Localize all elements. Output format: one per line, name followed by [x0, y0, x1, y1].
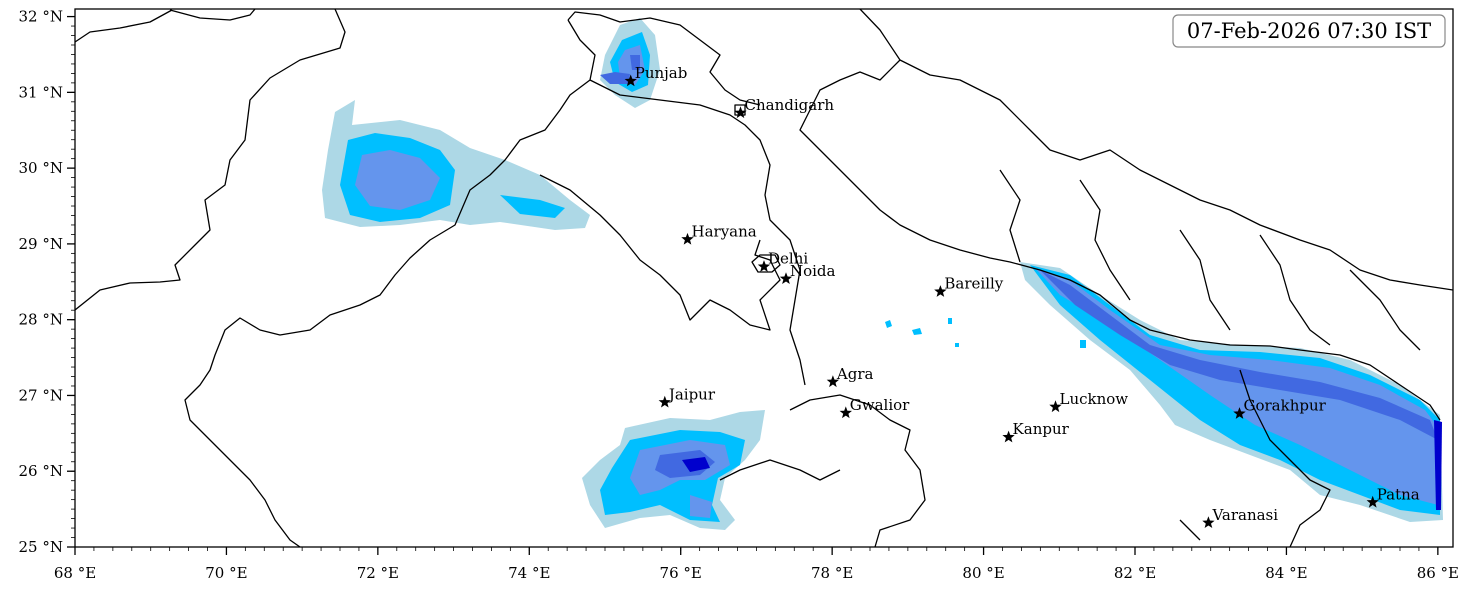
y-tick-label: 25 °N: [19, 538, 63, 556]
rain-contour-level-4: [1040, 270, 1438, 440]
border-rajasthan-up: [539, 174, 781, 331]
political-borders: [75, 9, 1453, 547]
rain-contour-level-3: [355, 150, 440, 210]
rain-field-gangetic-plain: [1020, 262, 1443, 522]
city-label: Gwalior: [850, 396, 910, 414]
city-star-icon: [1233, 407, 1246, 419]
y-tick-label: 27 °N: [19, 386, 63, 404]
y-tick-label: 29 °N: [19, 235, 63, 253]
city-label: Patna: [1377, 485, 1420, 503]
border-haryana-rajasthan: [589, 79, 806, 386]
rain-contour-level-3: [1035, 268, 1440, 505]
city-label: Bareilly: [944, 275, 1003, 293]
city-star-icon: [681, 232, 694, 245]
rain-field-pakistan: [322, 100, 590, 230]
x-tick-label: 72 °E: [357, 564, 399, 582]
rain-cell: [948, 318, 952, 324]
city-star-icon: [1002, 430, 1015, 443]
city-star-icon: [839, 406, 852, 419]
city-star-icon: [826, 375, 840, 388]
y-tick-label: 32 °N: [19, 8, 63, 26]
border-delhi: [751, 254, 781, 273]
city-star-icon: [757, 260, 771, 272]
city-label: Lucknow: [1060, 390, 1129, 408]
city-star-icon: [779, 272, 793, 284]
rain-contour-level-5: [1434, 420, 1442, 510]
city-star-icon: [934, 285, 947, 297]
x-tick-label: 80 °E: [962, 564, 1004, 582]
border-nepal-provinces: [999, 169, 1421, 351]
x-tick-label: 74 °E: [508, 564, 550, 582]
border-india-pakistan: [184, 19, 596, 547]
timestamp-frame: [1172, 14, 1446, 48]
x-tick-label: 78 °E: [811, 564, 853, 582]
city-label: Haryana: [692, 222, 757, 240]
x-tick-label: 68 °E: [54, 564, 96, 582]
city-star-icon: [734, 106, 747, 119]
timestamp-box: 07-Feb-2026 07:30 IST: [1172, 14, 1446, 48]
city-label: Jaipur: [667, 385, 716, 403]
y-tick-label: 26 °N: [19, 462, 63, 480]
map-frame: [74, 8, 1454, 548]
y-tick-label: 31 °N: [19, 83, 63, 101]
latitude-axis: 32 °N 31 °N 30 °N 29 °N 28 °N 27 °N 26 °N 25 °N: [19, 8, 75, 556]
city-label: Chandigarh: [745, 96, 835, 114]
longitude-axis: 68 °E 70 °E 72 °E 74 °E 76 °E 78 °E 80 °E 82 °E…: [54, 547, 1459, 582]
rain-contour-level-4: [600, 55, 640, 84]
city-star-icon: [1049, 400, 1062, 413]
border-punjab-kashmir: [567, 11, 761, 106]
city-star-icon: [658, 395, 671, 408]
city-label: Varanasi: [1211, 506, 1278, 524]
map-background: [75, 9, 1453, 547]
city-label: Noida: [790, 262, 836, 280]
rain-field-rajasthan: [582, 410, 765, 530]
x-tick-label: 86 °E: [1417, 564, 1459, 582]
timestamp-label: 07-Feb-2026 07:30 IST: [1187, 19, 1431, 43]
rain-cell: [1080, 340, 1086, 348]
rain-scattered-cells: [885, 318, 1086, 348]
border-bihar-up: [1179, 369, 1331, 547]
rain-contour-level-5: [682, 457, 710, 472]
map-plot-area: [75, 9, 1453, 547]
y-tick-label: 30 °N: [19, 159, 63, 177]
city-label: Delhi: [768, 250, 808, 268]
x-tick-label: 84 °E: [1265, 564, 1307, 582]
rain-cell: [955, 343, 959, 347]
rain-field-punjab: [600, 18, 660, 108]
rain-cell: [885, 320, 892, 328]
border-mp-up: [719, 394, 926, 547]
border-nepal-tibet: [899, 59, 1453, 291]
x-tick-label: 76 °E: [660, 564, 702, 582]
city-label: Kanpur: [1013, 420, 1070, 438]
city-star-icon: [1202, 516, 1215, 528]
rain-cell: [912, 328, 922, 335]
border-nepal: [799, 9, 1441, 421]
city-label: Agra: [836, 365, 874, 383]
x-tick-label: 70 °E: [205, 564, 247, 582]
city-star-icon: [624, 74, 637, 87]
city-label: Punjab: [635, 64, 688, 82]
x-tick-label: 82 °E: [1114, 564, 1156, 582]
border-afghan-pakistan: [75, 9, 346, 311]
y-tick-label: 28 °N: [19, 311, 63, 329]
city-star-icon: [1366, 495, 1379, 508]
border-chandigarh: [734, 104, 746, 116]
city-label: Gorakhpur: [1243, 397, 1326, 415]
